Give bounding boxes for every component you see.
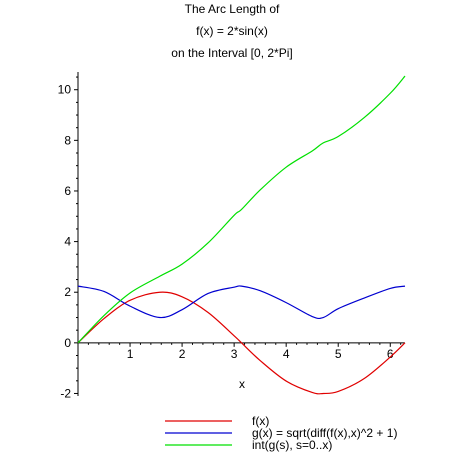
x-tick-label: 3 — [231, 347, 238, 361]
x-tick-label: 5 — [335, 347, 342, 361]
y-tick-label: -2 — [60, 386, 71, 400]
chart-title-line-1: The Arc Length of — [185, 2, 280, 16]
f-series-line — [77, 291, 406, 395]
integral-series-line — [77, 75, 406, 344]
chart-title-line-3: on the Interval [0, 2*Pi] — [171, 46, 292, 60]
legend-f-label: f(x) — [252, 414, 269, 428]
y-tick-label: 8 — [64, 133, 71, 147]
x-axis-label: x — [239, 377, 245, 391]
x-tick-label: 4 — [283, 347, 290, 361]
y-tick-label: 10 — [58, 83, 72, 97]
x-tick-label: 6 — [387, 347, 394, 361]
y-tick-label: 2 — [64, 285, 71, 299]
legend: f(x)g(x) = sqrt(diff(f(x),x)^2 + 1)int(g… — [165, 414, 397, 452]
legend-integral-label: int(g(s), s=0..x) — [252, 438, 332, 452]
y-tick-label: 0 — [64, 336, 71, 350]
y-tick-label: 6 — [64, 184, 71, 198]
y-tick-label: 4 — [64, 235, 71, 249]
x-tick-label: 1 — [127, 347, 134, 361]
x-tick-label: 2 — [179, 347, 186, 361]
legend-g-label: g(x) = sqrt(diff(f(x),x)^2 + 1) — [252, 426, 397, 440]
chart-title-line-2: f(x) = 2*sin(x) — [196, 24, 268, 38]
g-series-line — [77, 285, 406, 320]
